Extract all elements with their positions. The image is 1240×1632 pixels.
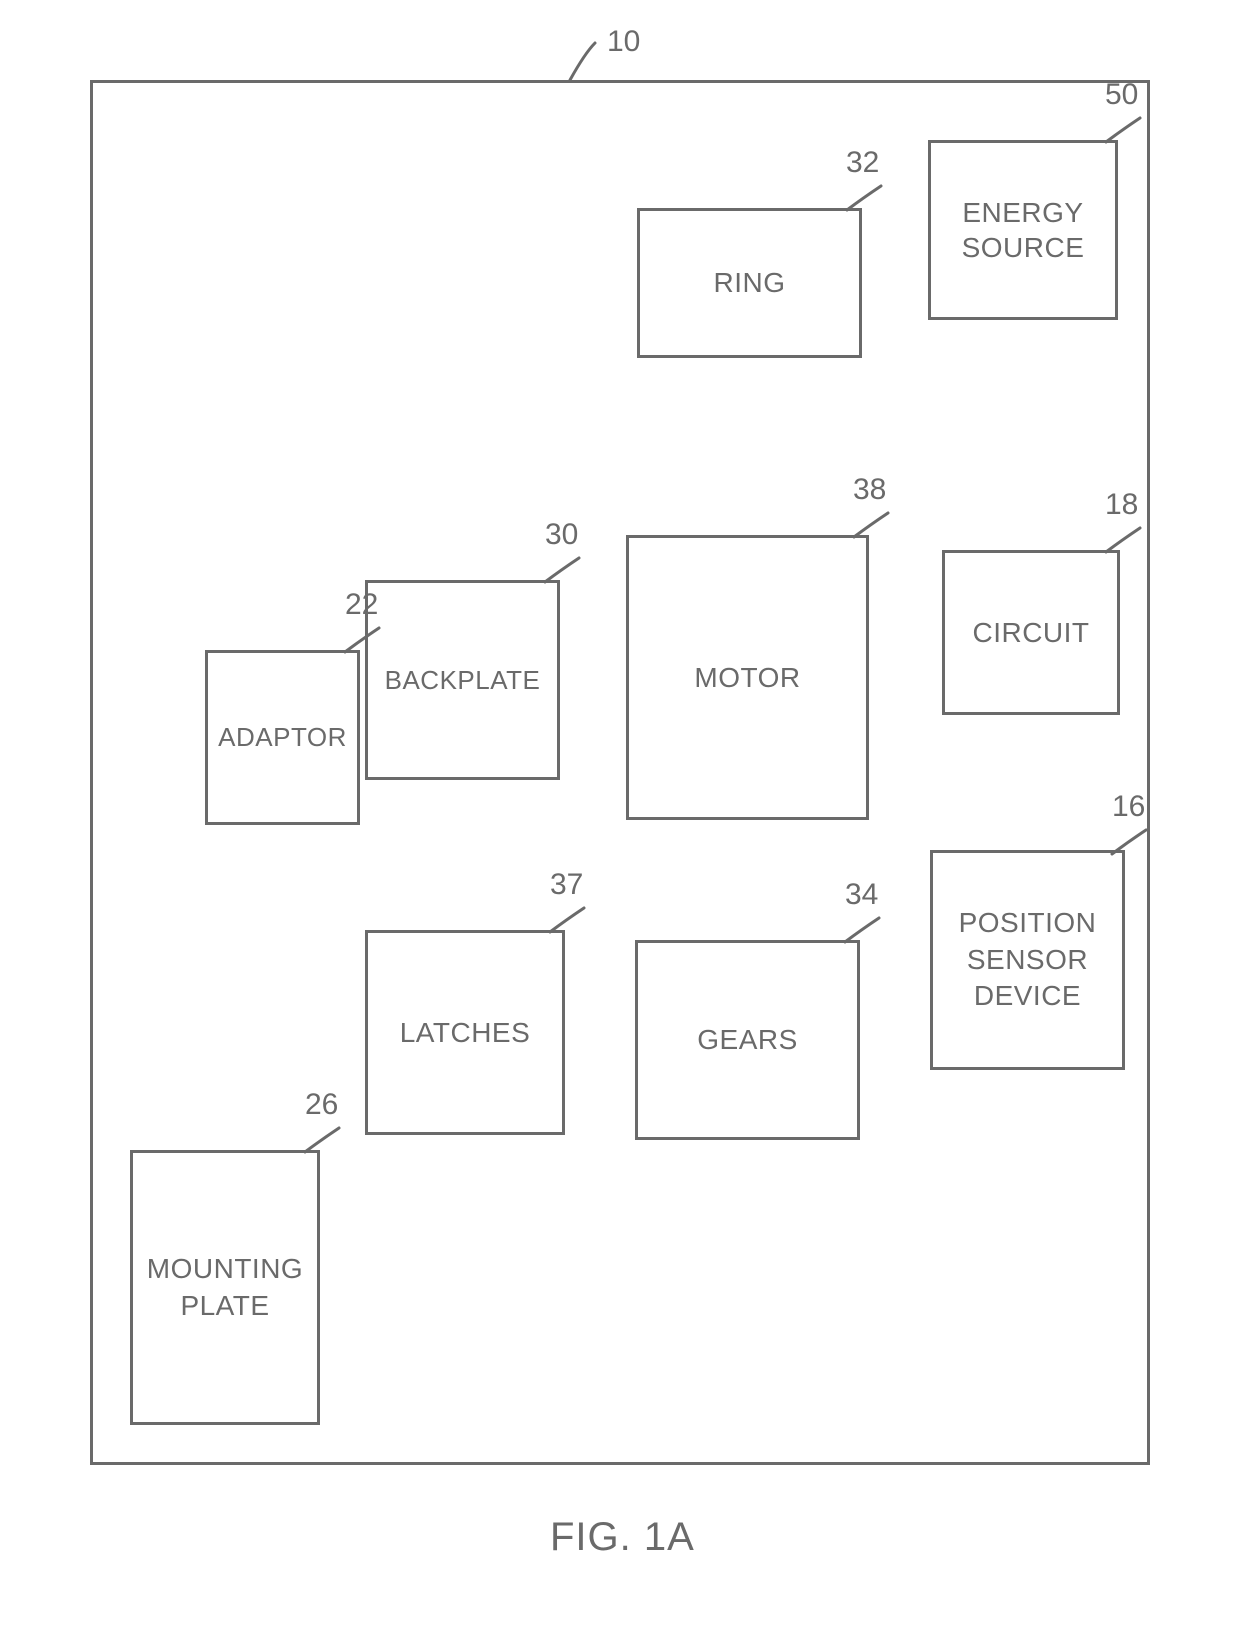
ref-mounting-plate: 26 <box>305 1088 338 1122</box>
block-mounting-plate: MOUNTING PLATE <box>130 1150 320 1425</box>
leader-circuit <box>1104 522 1154 562</box>
leader-motor <box>852 507 902 547</box>
ref-adaptor: 22 <box>345 588 378 622</box>
label-latches: LATCHES <box>400 1017 531 1049</box>
leader-outer <box>555 38 615 98</box>
label-energy-source: ENERGY SOURCE <box>962 195 1085 265</box>
label-gears: GEARS <box>697 1024 798 1056</box>
ref-outer: 10 <box>607 25 640 59</box>
label-motor: MOTOR <box>694 662 800 694</box>
block-circuit: CIRCUIT <box>942 550 1120 715</box>
label-adaptor: ADAPTOR <box>218 722 347 753</box>
block-adaptor: ADAPTOR <box>205 650 360 825</box>
figure-label: FIG. 1A <box>550 1515 695 1560</box>
leader-position-sensor <box>1110 824 1160 864</box>
ref-position-sensor: 16 <box>1112 790 1145 824</box>
block-position-sensor: POSITION SENSOR DEVICE <box>930 850 1125 1070</box>
ref-motor: 38 <box>853 473 886 507</box>
block-motor: MOTOR <box>626 535 869 820</box>
label-circuit: CIRCUIT <box>972 617 1089 649</box>
ref-energy-source: 50 <box>1105 78 1138 112</box>
ref-latches: 37 <box>550 868 583 902</box>
leader-mounting-plate <box>303 1122 353 1162</box>
ref-gears: 34 <box>845 878 878 912</box>
leader-backplate <box>543 552 593 592</box>
leader-ring <box>845 180 895 220</box>
leader-latches <box>548 902 598 942</box>
ref-backplate: 30 <box>545 518 578 552</box>
label-mounting-plate: MOUNTING PLATE <box>147 1251 303 1324</box>
label-position-sensor: POSITION SENSOR DEVICE <box>959 905 1097 1014</box>
ref-circuit: 18 <box>1105 488 1138 522</box>
label-ring: RING <box>714 267 786 299</box>
label-backplate: BACKPLATE <box>385 665 541 696</box>
diagram-canvas: 10 ENERGY SOURCE 50 CIRCUIT 18 POSITION … <box>90 80 1150 1465</box>
block-ring: RING <box>637 208 862 358</box>
ref-ring: 32 <box>846 146 879 180</box>
block-gears: GEARS <box>635 940 860 1140</box>
block-latches: LATCHES <box>365 930 565 1135</box>
leader-energy-source <box>1104 112 1154 152</box>
block-energy-source: ENERGY SOURCE <box>928 140 1118 320</box>
block-backplate: BACKPLATE <box>365 580 560 780</box>
leader-adaptor <box>343 622 393 662</box>
leader-gears <box>843 912 893 952</box>
